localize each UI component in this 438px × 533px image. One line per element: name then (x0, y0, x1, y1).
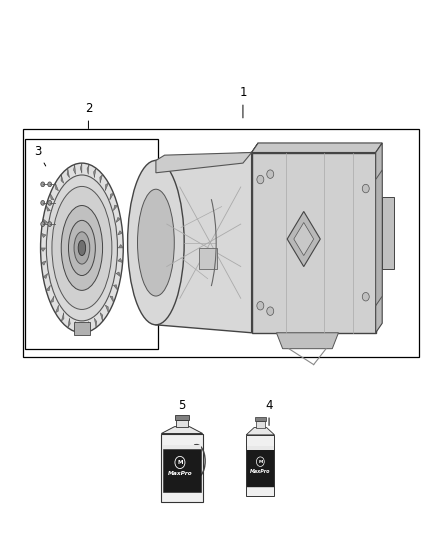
Bar (161, 433, 203, 503)
Ellipse shape (52, 187, 112, 310)
Polygon shape (46, 285, 50, 291)
Polygon shape (118, 245, 123, 248)
Text: 1: 1 (239, 86, 247, 118)
Polygon shape (110, 296, 113, 302)
Ellipse shape (41, 163, 123, 333)
Ellipse shape (61, 206, 102, 290)
Polygon shape (67, 168, 70, 178)
Polygon shape (41, 233, 46, 238)
Polygon shape (252, 143, 258, 152)
Bar (199, 248, 217, 269)
Polygon shape (74, 322, 90, 335)
Ellipse shape (74, 232, 90, 264)
Ellipse shape (46, 175, 117, 321)
Bar (175, 415, 189, 419)
Polygon shape (118, 259, 123, 263)
Polygon shape (50, 296, 54, 302)
Bar (25, 139, 158, 349)
Bar (255, 417, 266, 422)
Polygon shape (100, 312, 103, 321)
Ellipse shape (90, 206, 98, 290)
Ellipse shape (138, 189, 174, 296)
Ellipse shape (267, 170, 274, 179)
Polygon shape (161, 426, 203, 433)
Polygon shape (55, 183, 59, 191)
Polygon shape (376, 143, 382, 333)
Polygon shape (43, 273, 48, 278)
Polygon shape (88, 321, 90, 332)
Ellipse shape (68, 220, 95, 276)
Polygon shape (43, 219, 48, 224)
Ellipse shape (127, 160, 184, 325)
Polygon shape (113, 205, 118, 211)
Bar (382, 197, 394, 269)
Polygon shape (68, 318, 70, 328)
Polygon shape (41, 248, 46, 252)
Polygon shape (156, 152, 252, 333)
Polygon shape (61, 312, 64, 321)
Polygon shape (246, 427, 275, 435)
Ellipse shape (48, 182, 52, 187)
Polygon shape (75, 321, 77, 332)
Polygon shape (82, 322, 84, 333)
Polygon shape (100, 174, 102, 183)
Bar (162, 449, 201, 492)
Polygon shape (87, 164, 89, 174)
Bar (23, 128, 419, 357)
Polygon shape (80, 163, 82, 173)
Text: 4: 4 (265, 399, 273, 425)
Text: M: M (177, 460, 183, 465)
Ellipse shape (362, 184, 369, 193)
Polygon shape (46, 206, 50, 211)
Bar (255, 422, 265, 427)
Ellipse shape (257, 302, 264, 310)
Polygon shape (118, 231, 123, 235)
Polygon shape (41, 261, 46, 265)
Ellipse shape (41, 222, 45, 227)
Text: 2: 2 (85, 102, 92, 128)
Polygon shape (74, 164, 76, 174)
Ellipse shape (41, 200, 45, 205)
Bar (252, 152, 376, 333)
Polygon shape (116, 217, 121, 222)
Text: M: M (258, 459, 262, 464)
Polygon shape (110, 193, 113, 200)
Ellipse shape (48, 222, 52, 227)
Ellipse shape (267, 307, 274, 316)
Polygon shape (105, 305, 109, 313)
Text: MaxPro: MaxPro (168, 471, 192, 476)
Polygon shape (50, 193, 54, 200)
Ellipse shape (48, 200, 52, 205)
Ellipse shape (41, 182, 45, 187)
Polygon shape (287, 212, 320, 266)
Polygon shape (276, 333, 339, 349)
Text: MaxPro: MaxPro (250, 469, 271, 474)
Polygon shape (116, 272, 121, 277)
Polygon shape (105, 183, 109, 191)
Polygon shape (94, 318, 97, 328)
Ellipse shape (78, 240, 85, 256)
Text: 5: 5 (178, 399, 186, 425)
Polygon shape (376, 170, 382, 306)
Polygon shape (61, 174, 64, 183)
Text: 3: 3 (34, 145, 46, 166)
Ellipse shape (362, 293, 369, 301)
Bar (247, 447, 274, 450)
Bar (247, 449, 274, 487)
Polygon shape (294, 222, 314, 256)
Bar (246, 435, 275, 496)
Polygon shape (55, 305, 59, 313)
Polygon shape (156, 152, 252, 173)
Polygon shape (94, 168, 96, 178)
Ellipse shape (257, 175, 264, 184)
Bar (162, 445, 201, 449)
Polygon shape (252, 143, 382, 152)
Bar (176, 419, 188, 426)
Polygon shape (113, 285, 118, 290)
